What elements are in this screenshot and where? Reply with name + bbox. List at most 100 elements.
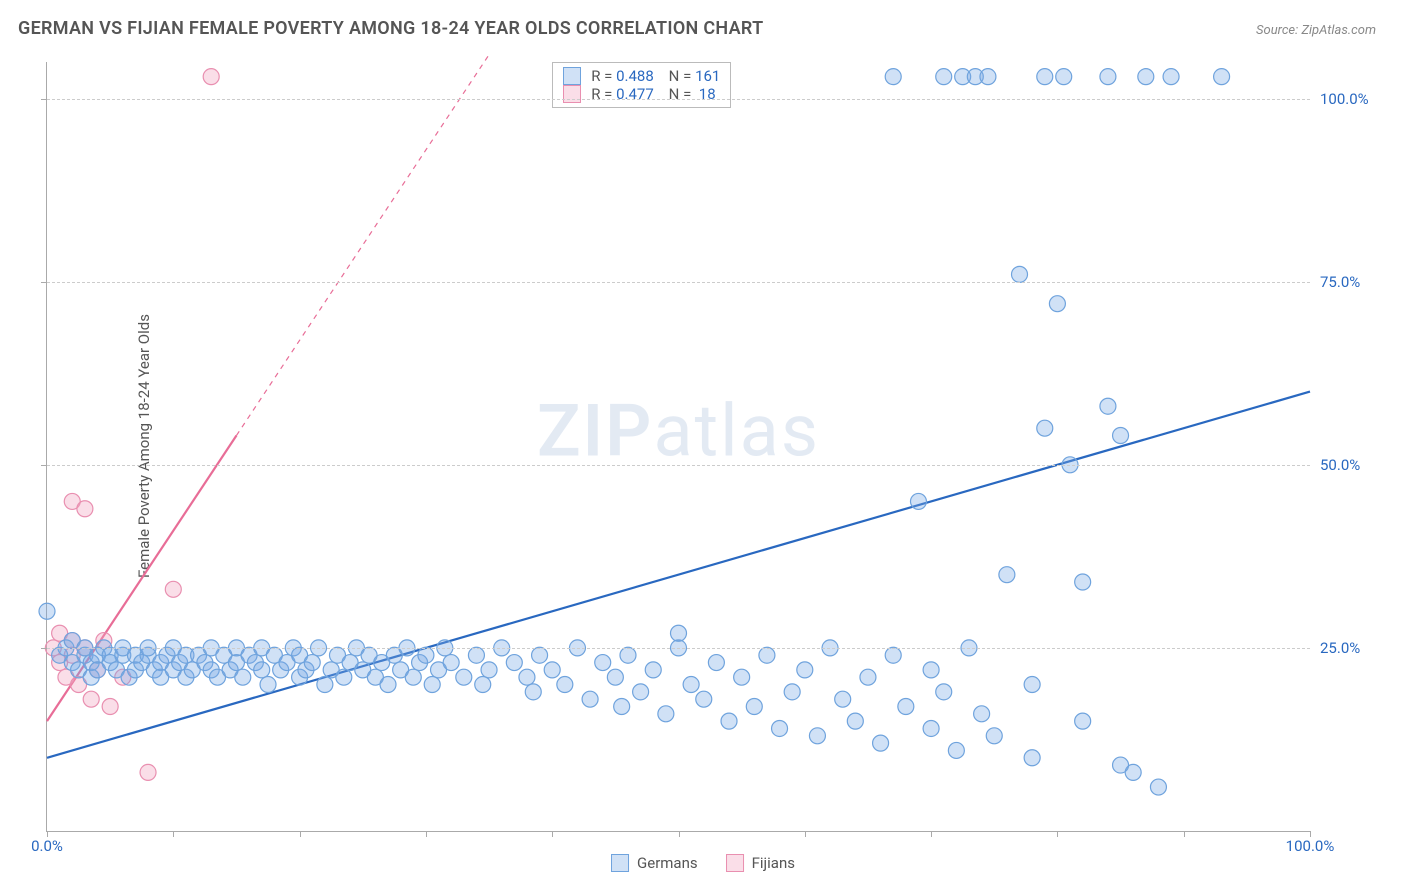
data-point [1125, 764, 1141, 780]
corr-text: R = 0.477 N = 18 [591, 85, 715, 103]
data-point [481, 662, 497, 678]
data-point [405, 669, 421, 685]
y-tick-label: 100.0% [1320, 90, 1380, 108]
series-legend: Germans Fijians [611, 854, 795, 872]
data-point [336, 669, 352, 685]
corr-legend-row: R = 0.477 N = 18 [563, 85, 720, 103]
data-point [468, 647, 484, 663]
y-tick-label: 75.0% [1320, 273, 1380, 291]
data-point [475, 677, 491, 693]
data-point [835, 691, 851, 707]
data-point [1037, 420, 1053, 436]
data-point [759, 647, 775, 663]
data-point [1024, 750, 1040, 766]
data-point [923, 720, 939, 736]
legend-label: Germans [637, 854, 698, 872]
data-point [203, 69, 219, 85]
correlation-legend: R = 0.488 N = 161R = 0.477 N = 18 [552, 62, 731, 108]
data-point [671, 625, 687, 641]
data-point [544, 662, 560, 678]
y-tick-label: 25.0% [1320, 639, 1380, 657]
data-point [532, 647, 548, 663]
legend-swatch [563, 85, 581, 103]
data-point [999, 567, 1015, 583]
data-point [582, 691, 598, 707]
data-point [797, 662, 813, 678]
data-point [443, 655, 459, 671]
legend-swatch [726, 854, 744, 872]
data-point [317, 677, 333, 693]
data-point [1056, 69, 1072, 85]
data-point [809, 728, 825, 744]
data-point [1150, 779, 1166, 795]
data-point [860, 669, 876, 685]
data-point [708, 655, 724, 671]
data-point [235, 669, 251, 685]
y-tick-label: 50.0% [1320, 456, 1380, 474]
data-point [1037, 69, 1053, 85]
data-point [974, 706, 990, 722]
data-point [304, 655, 320, 671]
data-point [456, 669, 472, 685]
data-point [506, 655, 522, 671]
data-point [424, 677, 440, 693]
data-point [140, 764, 156, 780]
data-point [1214, 69, 1230, 85]
data-point [645, 662, 661, 678]
data-point [683, 677, 699, 693]
data-point [260, 677, 276, 693]
x-tick-label: 100.0% [1286, 837, 1335, 855]
data-point [885, 69, 901, 85]
data-point [885, 647, 901, 663]
data-point [772, 720, 788, 736]
chart-plot-area: ZIPatlas R = 0.488 N = 161R = 0.477 N = … [46, 62, 1310, 832]
data-point [1012, 266, 1028, 282]
data-point [165, 581, 181, 597]
data-point [873, 735, 889, 751]
data-point [658, 706, 674, 722]
data-point [1075, 574, 1091, 590]
legend-swatch [563, 67, 581, 85]
data-point [83, 691, 99, 707]
data-point [620, 647, 636, 663]
data-point [77, 501, 93, 517]
data-point [746, 698, 762, 714]
data-point [380, 677, 396, 693]
data-point [986, 728, 1002, 744]
data-point [1100, 69, 1116, 85]
gridline [47, 648, 1310, 649]
data-point [1113, 428, 1129, 444]
data-point [557, 677, 573, 693]
chart-title: GERMAN VS FIJIAN FEMALE POVERTY AMONG 18… [18, 18, 763, 39]
gridline [47, 99, 1310, 100]
data-point [721, 713, 737, 729]
source-attribution: Source: ZipAtlas.com [1256, 23, 1376, 38]
data-point [254, 662, 270, 678]
data-point [39, 603, 55, 619]
x-tick-label: 0.0% [31, 837, 63, 855]
data-point [910, 493, 926, 509]
data-point [519, 669, 535, 685]
corr-text: R = 0.488 N = 161 [591, 67, 720, 85]
data-point [633, 684, 649, 700]
data-point [1138, 69, 1154, 85]
data-point [784, 684, 800, 700]
data-point [1049, 296, 1065, 312]
data-point [614, 698, 630, 714]
gridline [47, 465, 1310, 466]
data-point [936, 684, 952, 700]
data-point [418, 647, 434, 663]
data-point [102, 698, 118, 714]
data-point [696, 691, 712, 707]
legend-label: Fijians [752, 854, 795, 872]
corr-legend-row: R = 0.488 N = 161 [563, 67, 720, 85]
data-point [847, 713, 863, 729]
data-point [936, 69, 952, 85]
data-point [525, 684, 541, 700]
data-point [980, 69, 996, 85]
source-name: ZipAtlas.com [1301, 23, 1376, 38]
legend-item: Germans [611, 854, 698, 872]
gridline [47, 282, 1310, 283]
data-point [898, 698, 914, 714]
data-point [1024, 677, 1040, 693]
